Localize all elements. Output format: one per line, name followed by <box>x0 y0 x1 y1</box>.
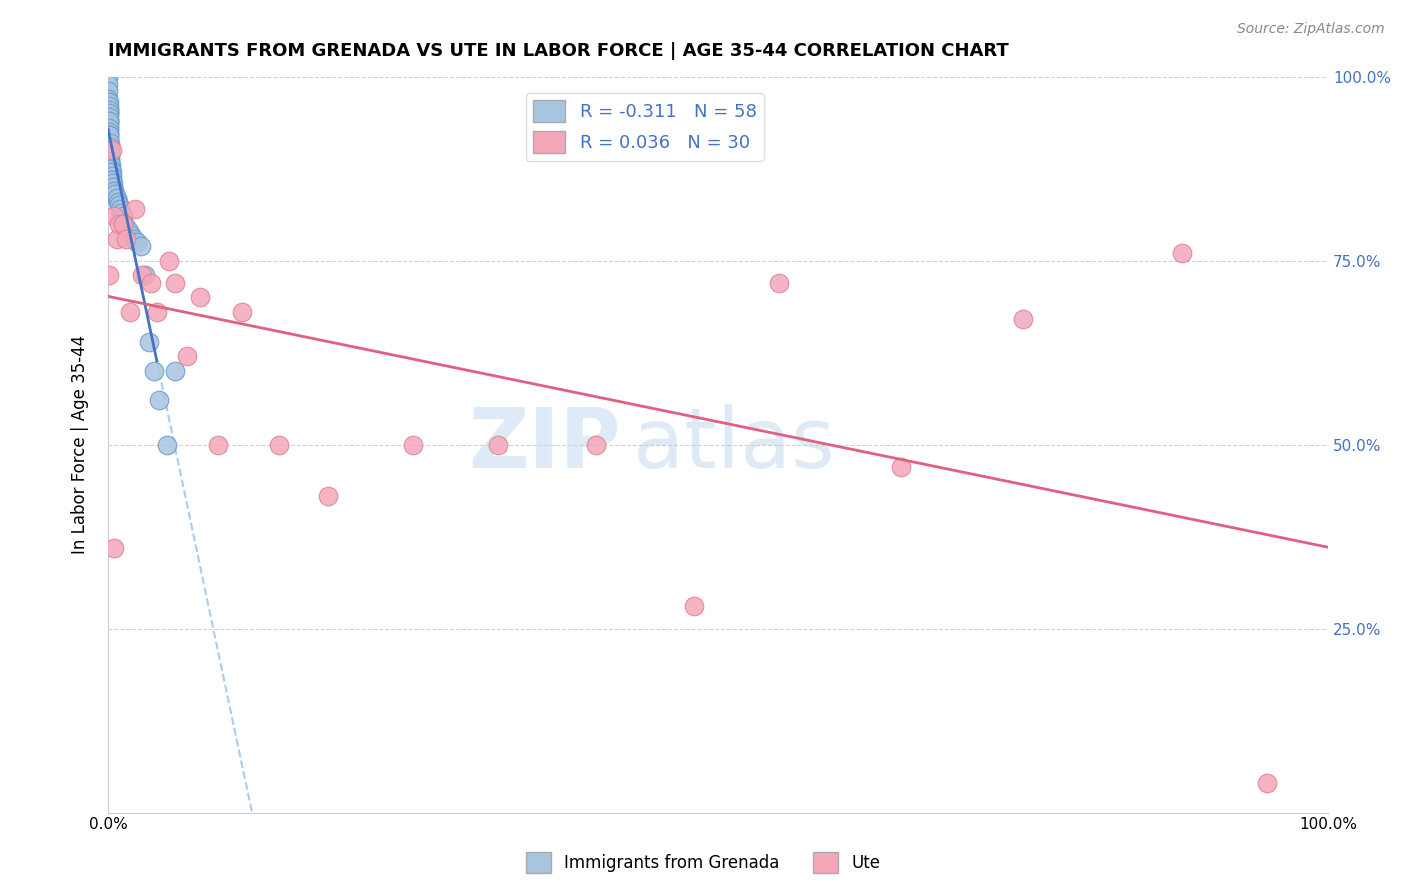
Point <box>146 305 169 319</box>
Point <box>267 437 290 451</box>
Point <box>101 169 124 183</box>
Point <box>98 113 121 128</box>
Point <box>98 151 121 165</box>
Point <box>98 110 121 124</box>
Point <box>155 437 177 451</box>
Point <box>101 172 124 186</box>
Text: IMMIGRANTS FROM GRENADA VS UTE IN LABOR FORCE | AGE 35-44 CORRELATION CHART: IMMIGRANTS FROM GRENADA VS UTE IN LABOR … <box>108 42 1008 60</box>
Point <box>104 187 127 202</box>
Point <box>111 210 134 224</box>
Point <box>97 113 120 128</box>
Point <box>165 364 187 378</box>
Point <box>890 459 912 474</box>
Point <box>100 146 122 161</box>
Point <box>143 364 166 378</box>
Point <box>98 121 121 136</box>
Text: ZIP: ZIP <box>468 404 620 485</box>
Point <box>105 231 128 245</box>
Point <box>97 106 120 120</box>
Point <box>101 176 124 190</box>
Point <box>98 128 121 143</box>
Point <box>98 128 121 143</box>
Point <box>103 541 125 555</box>
Point <box>97 99 120 113</box>
Point <box>165 276 187 290</box>
Point <box>98 136 121 150</box>
Point <box>105 191 128 205</box>
Point <box>316 489 339 503</box>
Point <box>100 143 122 157</box>
Point <box>138 334 160 349</box>
Point <box>103 210 125 224</box>
Point <box>157 253 180 268</box>
Point <box>127 235 149 250</box>
Point <box>1256 776 1278 790</box>
Point <box>98 143 121 157</box>
Point <box>402 437 425 451</box>
Point <box>97 70 120 84</box>
Point <box>97 77 120 91</box>
Point <box>148 393 170 408</box>
Point <box>115 231 138 245</box>
Point <box>108 202 131 216</box>
Point <box>112 217 135 231</box>
Point <box>176 349 198 363</box>
Point <box>768 276 790 290</box>
Point <box>97 95 120 110</box>
Point <box>129 239 152 253</box>
Point <box>97 84 120 98</box>
Point <box>118 305 141 319</box>
Point <box>98 125 121 139</box>
Text: atlas: atlas <box>633 404 834 485</box>
Point <box>98 139 121 153</box>
Point <box>108 217 131 231</box>
Point <box>134 268 156 283</box>
Point <box>97 103 120 117</box>
Point <box>100 158 122 172</box>
Point <box>97 95 120 110</box>
Point <box>231 305 253 319</box>
Point <box>103 184 125 198</box>
Point <box>98 146 121 161</box>
Point <box>100 161 122 176</box>
Point <box>488 437 510 451</box>
Point <box>103 180 125 194</box>
Point <box>100 154 122 169</box>
Legend: R = -0.311   N = 58, R = 0.036   N = 30: R = -0.311 N = 58, R = 0.036 N = 30 <box>526 93 763 161</box>
Point <box>131 268 153 283</box>
Point <box>122 231 145 245</box>
Point <box>682 599 704 614</box>
Point <box>1012 312 1035 326</box>
Point <box>98 117 121 131</box>
Point <box>98 121 121 136</box>
Point <box>124 202 146 216</box>
Point <box>100 165 122 179</box>
Point <box>1170 246 1192 260</box>
Point <box>111 217 134 231</box>
Point <box>120 227 142 242</box>
Point <box>98 113 121 128</box>
Point <box>139 276 162 290</box>
Point <box>97 92 120 106</box>
Point <box>118 224 141 238</box>
Legend: Immigrants from Grenada, Ute: Immigrants from Grenada, Ute <box>519 846 887 880</box>
Point <box>207 437 229 451</box>
Point <box>97 103 120 117</box>
Point <box>110 206 132 220</box>
Point <box>97 99 120 113</box>
Point <box>108 198 131 212</box>
Point <box>188 290 211 304</box>
Point <box>585 437 607 451</box>
Point <box>98 268 121 283</box>
Point <box>98 132 121 146</box>
Point <box>97 106 120 120</box>
Point <box>115 220 138 235</box>
Y-axis label: In Labor Force | Age 35-44: In Labor Force | Age 35-44 <box>72 335 89 554</box>
Point <box>107 194 129 209</box>
Text: Source: ZipAtlas.com: Source: ZipAtlas.com <box>1237 22 1385 37</box>
